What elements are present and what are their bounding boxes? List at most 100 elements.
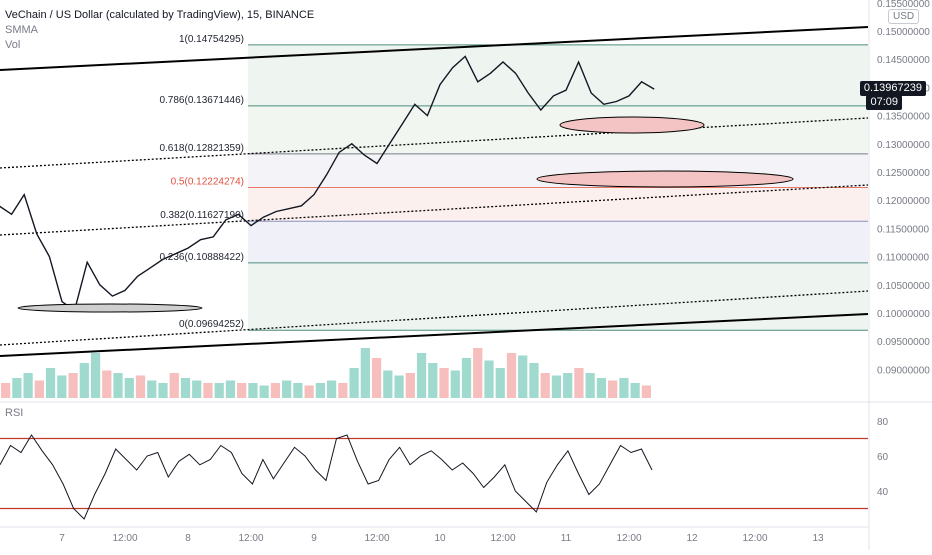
time-tick-label: 8 <box>185 533 191 544</box>
time-tick-label: 12:00 <box>742 533 767 544</box>
volume-bar <box>293 383 303 398</box>
volume-bar <box>113 373 123 398</box>
volume-bar <box>327 380 337 398</box>
volume-bar <box>1 383 11 398</box>
volume-bar <box>439 368 449 398</box>
highlight-ellipses <box>17 116 794 313</box>
volume-bar <box>192 380 202 398</box>
volume-bar <box>585 373 595 398</box>
volume-bar <box>79 363 89 398</box>
indicator-smma[interactable]: SMMA <box>5 24 38 36</box>
fib-zone <box>248 105 868 154</box>
volume-bar <box>574 368 584 398</box>
zone-ellipse <box>559 116 705 134</box>
fib-zone <box>248 221 868 263</box>
price-tick-label: 0.10000000 <box>877 309 930 320</box>
volume-bar <box>338 383 348 398</box>
volume-bar <box>214 383 224 398</box>
volume-bar <box>225 380 236 398</box>
volume-bar <box>596 378 607 398</box>
volume-bar <box>169 373 179 398</box>
time-tick-label: 10 <box>434 533 446 544</box>
fib-label: 0.5(0.12224274) <box>171 177 244 188</box>
fib-label: 0(0.09694252) <box>179 319 244 330</box>
price-tick-label: 0.10500000 <box>877 281 930 292</box>
volume-bar <box>12 378 22 398</box>
volume-bar <box>259 385 269 398</box>
volume-bar <box>405 373 415 398</box>
price-line <box>0 55 655 312</box>
channel-dotted-line <box>0 117 869 169</box>
volume-bar <box>248 383 258 398</box>
zone-ellipse <box>536 170 794 188</box>
time-tick-label: 12:00 <box>490 533 515 544</box>
volume-bar <box>270 383 281 398</box>
volume-bar <box>383 370 393 398</box>
rsi-line <box>0 434 653 520</box>
volume-bars <box>1 348 651 398</box>
time-tick-label: 11 <box>561 533 572 544</box>
volume-bar <box>23 373 33 398</box>
chart-header: VeChain / US Dollar (calculated by Tradi… <box>5 8 314 53</box>
volume-bar <box>371 358 382 398</box>
price-tick-label: 0.15500000 <box>877 0 930 10</box>
price-tick-label: 0.13000000 <box>877 140 930 151</box>
fib-label: 0.786(0.13671446) <box>159 95 244 106</box>
volume-bar <box>428 363 438 398</box>
price-tick-label: 0.12500000 <box>877 168 930 179</box>
channel-dotted-line <box>0 184 869 236</box>
currency-badge[interactable]: USD <box>888 9 920 24</box>
rsi-tick-label: 40 <box>877 487 889 498</box>
volume-bar <box>529 363 539 398</box>
fib-retracement-zones <box>248 44 868 331</box>
volume-bar <box>461 358 472 398</box>
volume-bar <box>68 373 78 398</box>
price-tick-label: 0.11000000 <box>877 253 930 264</box>
time-tick-label: 13 <box>812 533 824 544</box>
trend-channel-lines <box>0 26 869 357</box>
volume-bar <box>349 368 359 398</box>
volume-bar <box>315 383 325 398</box>
volume-bar <box>158 383 168 398</box>
volume-bar <box>124 378 134 398</box>
indicator-vol[interactable]: Vol <box>5 39 21 51</box>
time-tick-label: 12:00 <box>238 533 263 544</box>
time-axis: 7 12:00 8 12:00 9 12:00 10 12:00 11 12:00 12 12:00 1… <box>0 526 869 544</box>
chart-title: VeChain / US Dollar (calculated by Tradi… <box>5 9 315 21</box>
volume-bar <box>540 373 550 398</box>
time-tick-label: 12:00 <box>616 533 641 544</box>
volume-bar <box>147 380 157 398</box>
volume-bar <box>563 373 573 398</box>
price-series <box>0 55 655 312</box>
volume-bar <box>506 353 517 398</box>
volume-bar <box>45 368 56 398</box>
volume-bar <box>551 375 562 398</box>
rsi-label: RSI <box>5 407 24 419</box>
price-tick-label: 0.09500000 <box>877 337 930 348</box>
last-price-tag: 0.13967239 <box>859 81 926 96</box>
fib-label: 0.236(0.10888422) <box>159 252 244 263</box>
volume-bar <box>630 383 640 398</box>
channel-bottom-line <box>0 313 869 357</box>
time-tick-label: 12 <box>686 533 698 544</box>
volume-bar <box>473 348 483 398</box>
volume-bar <box>203 383 213 398</box>
volume-bar <box>619 378 629 398</box>
time-tick-label: 9 <box>311 533 317 544</box>
volume-bar <box>518 355 528 398</box>
volume-bar <box>360 348 370 398</box>
volume-bar <box>495 368 505 398</box>
volume-bar <box>57 375 67 398</box>
fib-label: 0.618(0.12821359) <box>159 143 244 154</box>
price-tick-label: 0.12000000 <box>877 196 930 207</box>
volume-bar <box>641 385 651 398</box>
volume-bar <box>484 360 494 398</box>
time-tick-label: 7 <box>59 533 65 544</box>
volume-bar <box>304 385 314 398</box>
channel-top-line <box>0 26 869 71</box>
fib-label: 0.382(0.11627190) <box>160 210 244 221</box>
volume-bar <box>90 353 101 398</box>
volume-bar <box>237 383 247 398</box>
